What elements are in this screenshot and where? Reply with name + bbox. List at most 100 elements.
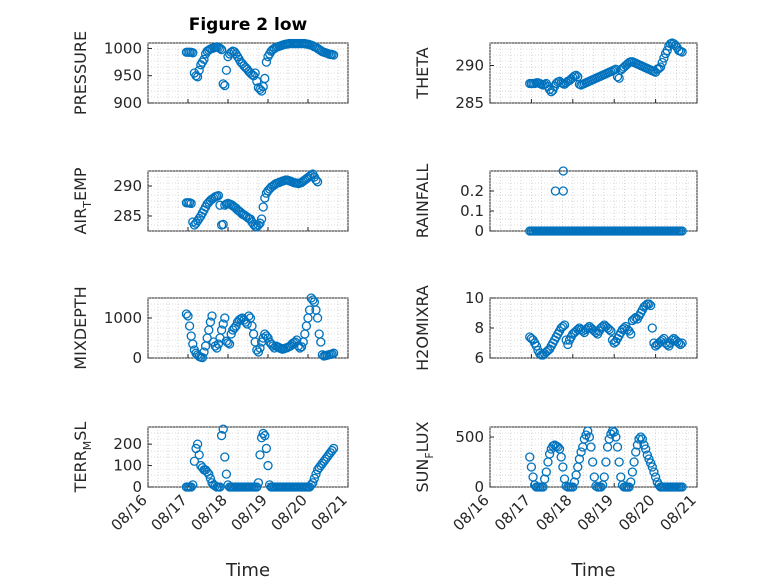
- y-tick-label: 0: [132, 349, 142, 367]
- y-axis-label-main: SUN: [413, 459, 432, 493]
- data-point: [253, 347, 264, 357]
- x-tick-label: 08/16: [450, 491, 493, 534]
- data-point: [539, 474, 550, 484]
- x-tick-label: 08/18: [532, 491, 575, 534]
- data-point: [192, 216, 203, 226]
- data-point: [544, 449, 555, 459]
- data-point: [576, 447, 586, 457]
- data-point: [216, 44, 227, 55]
- data-point: [328, 348, 339, 358]
- y-axis-label-subscript: T: [81, 201, 94, 209]
- data-point: [252, 482, 262, 492]
- axes-pressure: 900 950 1000 PRESSURE Figure 2 low: [71, 15, 349, 115]
- data-point: [226, 47, 236, 57]
- data-point: [260, 73, 270, 84]
- y-tick-label: 285: [455, 94, 484, 112]
- data-point: [627, 467, 638, 477]
- y-axis-label: AIRTEMP: [71, 167, 94, 234]
- data-point: [268, 341, 278, 351]
- y-tick-label: 290: [113, 177, 142, 195]
- data-point: [636, 432, 646, 442]
- y-axis-label: RAINFALL: [413, 164, 432, 239]
- data-point: [188, 480, 198, 490]
- data-point: [629, 314, 639, 324]
- data-point: [188, 48, 198, 58]
- data-point: [186, 482, 196, 492]
- data-point: [612, 442, 623, 452]
- data-point: [261, 57, 272, 67]
- data-point: [571, 70, 581, 80]
- data-point: [626, 477, 636, 487]
- y-axis-label-main: TERR: [71, 450, 90, 493]
- data-point: [596, 482, 606, 492]
- y-axis-label: MIXDEPTH: [71, 286, 90, 369]
- y-axis-label-subscript: M: [81, 441, 94, 451]
- data-point: [657, 57, 667, 68]
- y-axis-label-main: PRESSURE: [71, 31, 90, 115]
- data-point: [224, 339, 235, 349]
- data-point: [311, 175, 321, 185]
- data-point: [181, 309, 192, 319]
- y-axis-label: PRESSURE: [71, 31, 90, 115]
- y-axis-label-suffix: LUX: [413, 421, 432, 452]
- data-point: [215, 43, 225, 54]
- data-point: [184, 321, 195, 331]
- y-axis-label: THETA: [413, 47, 432, 99]
- data-point: [583, 426, 593, 436]
- x-tick-label: 08/19: [574, 491, 617, 534]
- data-point: [292, 335, 302, 345]
- data-point: [239, 61, 249, 71]
- data-point: [205, 317, 216, 327]
- data-point: [218, 319, 228, 329]
- data-point: [641, 444, 651, 454]
- data-point: [199, 347, 209, 357]
- data-point: [647, 323, 657, 333]
- data-point: [204, 469, 214, 479]
- data-point: [611, 432, 621, 442]
- data-point: [194, 65, 204, 75]
- figure-title: Figure 2 low: [189, 15, 308, 35]
- data-point: [556, 452, 566, 462]
- data-point: [589, 472, 599, 482]
- data-point: [586, 442, 596, 452]
- y-tick-label: 0: [474, 222, 484, 240]
- axes-h2omixra: 6 8 10 H2OMIXRA: [413, 285, 698, 371]
- y-tick-label: 500: [455, 428, 484, 446]
- y-tick-label: 1000: [104, 309, 142, 327]
- x-tick-label: 08/21: [308, 491, 351, 534]
- data-point: [674, 338, 684, 348]
- data-point: [677, 338, 687, 348]
- data-point: [192, 72, 203, 82]
- data-point: [207, 311, 217, 321]
- y-tick-label: 0: [132, 478, 142, 496]
- x-tick-label: 08/20: [268, 491, 311, 534]
- data-point: [260, 430, 270, 441]
- data-point: [677, 226, 687, 236]
- data-point: [216, 325, 227, 335]
- y-axis-label: TERRMSL: [71, 422, 94, 494]
- y-axis-label-main: THETA: [413, 47, 432, 99]
- y-tick-label: 100: [113, 457, 142, 475]
- y-tick-label: 1000: [104, 39, 142, 57]
- data-point: [213, 190, 224, 201]
- data-point: [223, 338, 233, 348]
- y-axis-label-main: H2OMIXRA: [413, 285, 432, 371]
- data-point: [659, 53, 669, 63]
- data-point: [309, 473, 320, 484]
- data-point: [644, 299, 654, 309]
- data-point: [655, 62, 666, 72]
- data-point: [599, 472, 609, 482]
- data-point: [525, 452, 535, 462]
- data-point: [221, 336, 232, 346]
- data-point: [637, 434, 648, 444]
- data-point: [604, 324, 614, 335]
- data-point: [221, 469, 232, 479]
- data-point: [629, 457, 639, 467]
- data-point: [569, 477, 580, 487]
- data-point: [558, 166, 568, 176]
- data-point: [229, 47, 240, 57]
- data-point: [296, 342, 307, 352]
- data-point: [304, 305, 315, 315]
